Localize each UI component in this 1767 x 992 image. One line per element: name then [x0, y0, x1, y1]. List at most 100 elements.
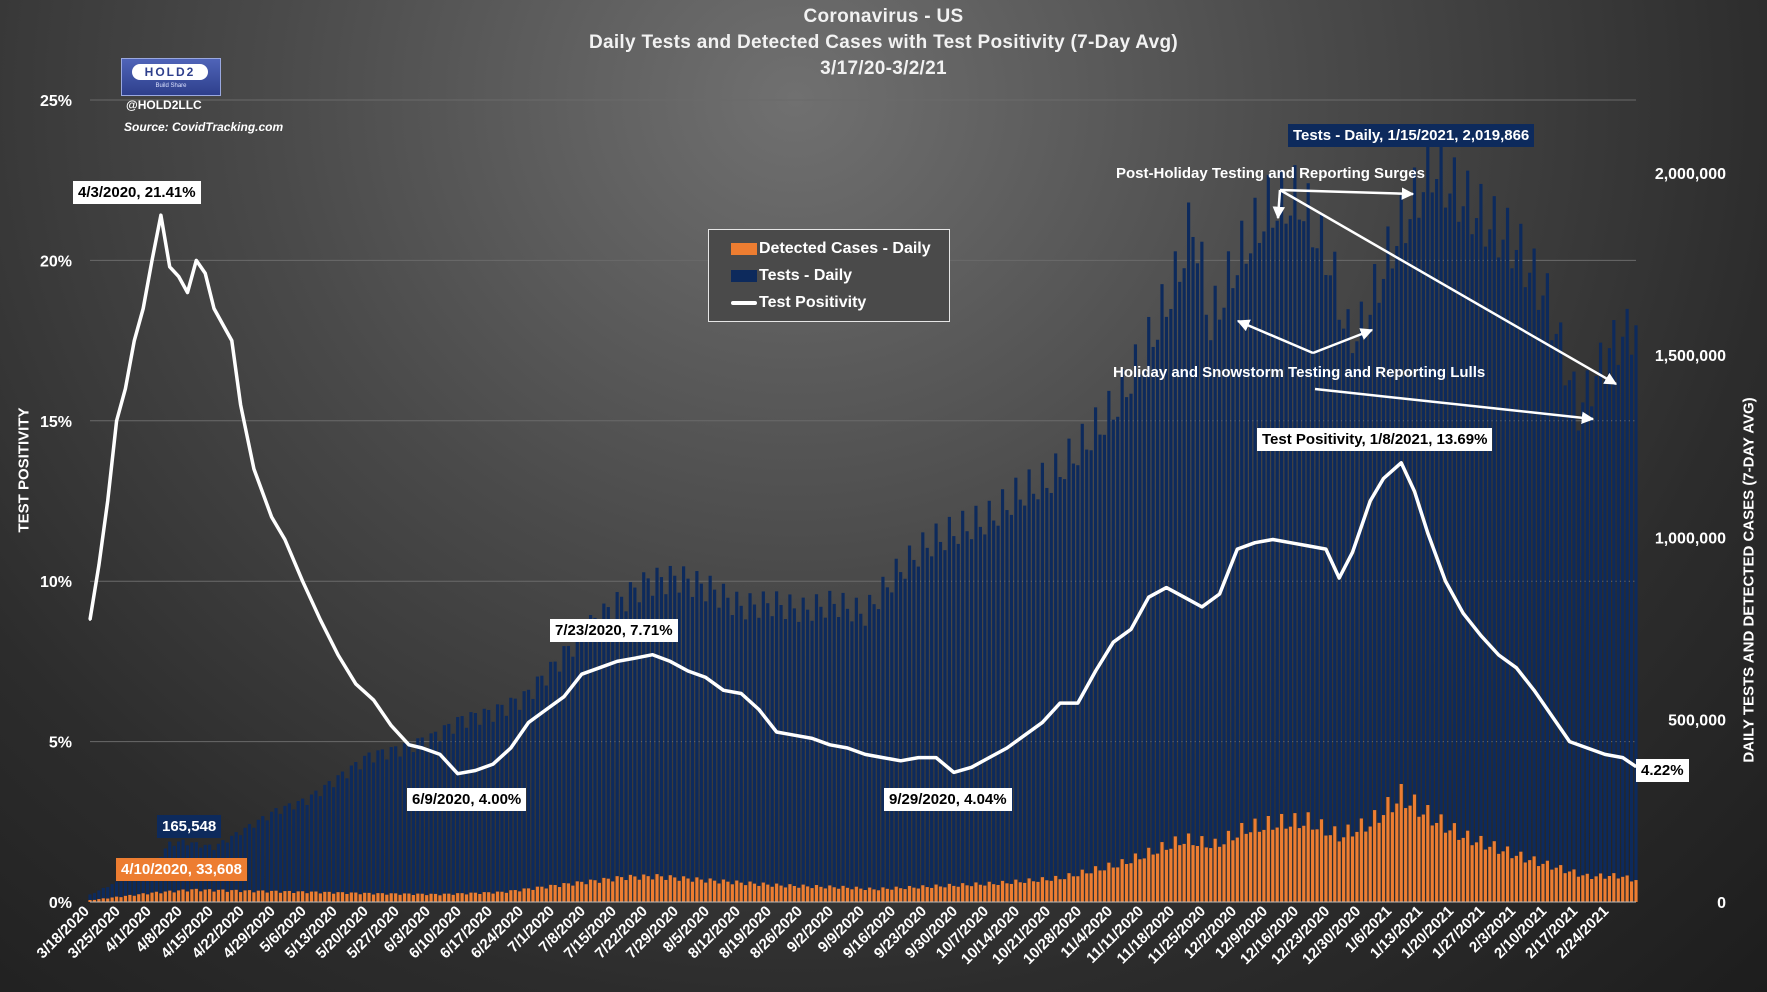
cases-bar [1107, 862, 1111, 902]
cases-bar [451, 894, 455, 902]
tests-bar [1448, 193, 1452, 903]
cases-bar [699, 879, 703, 902]
cases-bar [1598, 873, 1603, 902]
tests-bar [930, 556, 934, 902]
tests-bar [788, 594, 792, 902]
tests-bar [1598, 342, 1603, 902]
tests-bar [850, 621, 854, 902]
tests-bar [1559, 322, 1563, 902]
cases-bar [1054, 875, 1058, 902]
tests-bar [690, 596, 695, 902]
cases-bar [1240, 822, 1244, 902]
logo-subtext: Build Share [155, 83, 187, 89]
tests-bar [327, 781, 331, 902]
cases-bar [194, 888, 198, 902]
positivity-point [474, 769, 477, 772]
tests-bar [992, 520, 996, 902]
cases-bar [1306, 812, 1310, 902]
legend-label-tests: Tests - Daily [759, 267, 853, 284]
tests-bar [1200, 241, 1204, 903]
cases-bar [460, 893, 464, 902]
tests-bar [863, 625, 867, 902]
tests-bar [1528, 272, 1532, 903]
cases-bar [376, 893, 380, 902]
cases-bar [1612, 873, 1616, 902]
cases-bar [624, 880, 628, 902]
tests-bar [704, 601, 708, 902]
cases-bar [748, 881, 752, 902]
tests-bar [526, 689, 531, 902]
tests-bar [1550, 340, 1554, 902]
cases-bar [97, 899, 101, 902]
cases-bar [1399, 783, 1403, 902]
cases-bar [1448, 830, 1452, 902]
cases-bar [1164, 849, 1169, 902]
tests-bar [1523, 287, 1527, 902]
tests-bar [1328, 275, 1332, 902]
cases-bar [1040, 877, 1044, 902]
tests-bar [903, 578, 907, 902]
cases-bar [903, 889, 907, 902]
tests-bar [367, 752, 371, 902]
cases-bar [713, 880, 717, 902]
tests-bar [708, 575, 712, 902]
cases-bar [1466, 830, 1470, 902]
positivity-point [407, 743, 411, 747]
cases-bar [513, 890, 517, 902]
cases-bar [575, 881, 579, 902]
cases-bar [491, 893, 495, 902]
cases-bar [921, 885, 925, 902]
tests-bar [1364, 337, 1368, 902]
tests-bar [1280, 169, 1284, 902]
cases-bar [792, 885, 796, 902]
cases-bar [500, 891, 504, 902]
cases-bar [212, 891, 216, 902]
tests-bar [1576, 430, 1581, 902]
tests-bar [464, 727, 469, 902]
cases-bar [1098, 870, 1102, 902]
cases-bar [1346, 824, 1350, 902]
tests-bar [1054, 453, 1058, 902]
tests-bar [766, 603, 770, 902]
cases-bar [1616, 878, 1620, 902]
tests-bar [1080, 423, 1084, 902]
tests-bar [376, 750, 380, 902]
tests-bar [1457, 221, 1461, 903]
cases-bar [199, 891, 203, 902]
tests-bar [1452, 157, 1456, 902]
right-tick-label: 2,000,000 [1655, 166, 1726, 183]
tests-bar [965, 531, 969, 902]
right-axis-title: DAILY TESTS AND DETECTED CASES (7-DAY AV… [1740, 397, 1758, 763]
cases-bar [1222, 844, 1226, 902]
cases-bar [159, 893, 163, 902]
cases-bar [1293, 813, 1297, 902]
tests-bar [978, 526, 982, 902]
tests-bar [655, 567, 659, 902]
tests-bar [1567, 380, 1572, 902]
tests-bar [1045, 487, 1049, 902]
tests-bar [602, 603, 606, 902]
tests-bar [1324, 275, 1328, 902]
tests-bar [699, 583, 703, 902]
positivity-point [899, 759, 902, 763]
cases-bar [961, 883, 965, 902]
cases-bar [597, 882, 602, 902]
cases-bar [1368, 826, 1372, 902]
tests-bar [1581, 402, 1585, 902]
cases-bar [1089, 873, 1093, 902]
positivity-point [810, 737, 814, 740]
tests-bar [1536, 309, 1541, 902]
cases-bar [1590, 878, 1594, 902]
tests-bar [726, 597, 730, 902]
cases-bar [797, 887, 801, 902]
tests-bar [752, 604, 757, 902]
tests-bar [1036, 499, 1040, 902]
positivity-point [1586, 746, 1589, 750]
positivity-point [106, 499, 109, 503]
cases-bar [336, 892, 340, 902]
cases-bar [1386, 797, 1390, 902]
callout-tests-peak: Tests - Daily, 1/15/2021, 2,019,866 [1288, 124, 1535, 147]
tests-bar [1297, 219, 1301, 902]
cases-bar [974, 882, 978, 902]
cases-bar [531, 889, 535, 902]
